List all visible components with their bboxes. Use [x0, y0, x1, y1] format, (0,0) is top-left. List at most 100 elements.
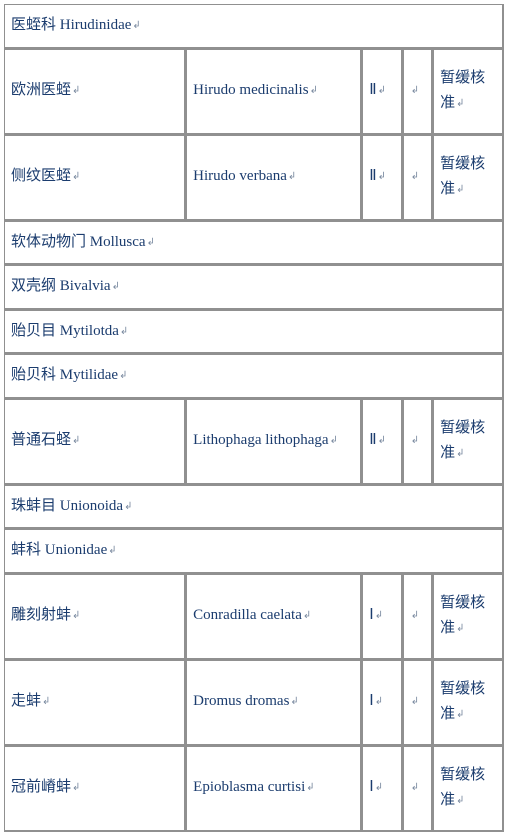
taxon-header-text: 蚌科 Unionidae	[11, 542, 107, 558]
table-row: 普通石蛏↲Lithophaga lithophaga↲Ⅱ↲↲暂缓核准↲	[4, 399, 504, 485]
level-cell: Ⅰ↲	[362, 574, 402, 660]
line-marker: ↲	[378, 435, 386, 446]
cn-name-cell: 走蚌↲	[4, 660, 186, 746]
level-text: Ⅱ	[369, 82, 376, 98]
table-row: 贻贝科 Mytilidae↲	[4, 354, 504, 399]
line-marker: ↲	[411, 171, 419, 182]
line-marker: ↲	[411, 610, 419, 621]
line-marker: ↲	[306, 782, 314, 793]
line-marker: ↲	[108, 545, 116, 556]
table-row: 医蛭科 Hirudinidae↲	[4, 4, 504, 49]
cn-name: 侧纹医蛭	[11, 168, 71, 184]
taxon-header-text: 珠蚌目 Unionoida	[11, 498, 123, 514]
table-row: 冠前嵴蚌↲Epioblasma curtisi↲Ⅰ↲↲暂缓核准↲	[4, 746, 504, 832]
level-cell: Ⅱ↲	[362, 135, 402, 221]
line-marker: ↲	[72, 435, 80, 446]
latin-name-cell: Epioblasma curtisi↲	[186, 746, 362, 832]
line-marker: ↲	[290, 696, 298, 707]
level-text: Ⅰ	[369, 693, 373, 709]
line-marker: ↲	[456, 795, 464, 806]
latin-name: Lithophaga lithophaga	[193, 432, 328, 448]
line-marker: ↲	[411, 696, 419, 707]
cn-name-cell: 冠前嵴蚌↲	[4, 746, 186, 832]
latin-name: Hirudo verbana	[193, 168, 287, 184]
table-row: 双壳纲 Bivalvia↲	[4, 265, 504, 310]
cn-name-cell: 侧纹医蛭↲	[4, 135, 186, 221]
cn-name: 雕刻射蚌	[11, 607, 71, 623]
cn-name: 冠前嵴蚌	[11, 779, 71, 795]
level-cell: Ⅰ↲	[362, 746, 402, 832]
taxon-header-text: 贻贝科 Mytilidae	[11, 367, 118, 383]
taxon-header-cell: 珠蚌目 Unionoida↲	[4, 485, 504, 530]
level-cell: Ⅱ↲	[362, 49, 402, 135]
level-text: Ⅰ	[369, 607, 373, 623]
taxon-header-cell: 蚌科 Unionidae↲	[4, 529, 504, 574]
line-marker: ↲	[72, 610, 80, 621]
taxon-header-cell: 双壳纲 Bivalvia↲	[4, 265, 504, 310]
blank-cell: ↲	[403, 574, 433, 660]
taxon-header-cell: 软体动物门 Mollusca↲	[4, 221, 504, 266]
latin-name-cell: Lithophaga lithophaga↲	[186, 399, 362, 485]
table-row: 珠蚌目 Unionoida↲	[4, 485, 504, 530]
line-marker: ↲	[456, 709, 464, 720]
taxon-header-cell: 贻贝目 Mytilotda↲	[4, 310, 504, 355]
blank-cell: ↲	[403, 746, 433, 832]
level-text: Ⅱ	[369, 168, 376, 184]
level-text: Ⅰ	[369, 779, 373, 795]
blank-cell: ↲	[403, 660, 433, 746]
latin-name-cell: Hirudo verbana↲	[186, 135, 362, 221]
line-marker: ↲	[378, 171, 386, 182]
status-cell: 暂缓核准↲	[433, 574, 504, 660]
status-cell: 暂缓核准↲	[433, 660, 504, 746]
line-marker: ↲	[72, 171, 80, 182]
level-cell: Ⅰ↲	[362, 660, 402, 746]
line-marker: ↲	[42, 696, 50, 707]
table-row: 蚌科 Unionidae↲	[4, 529, 504, 574]
cn-name-cell: 欧洲医蛭↲	[4, 49, 186, 135]
line-marker: ↲	[456, 98, 464, 109]
taxon-header-cell: 医蛭科 Hirudinidae↲	[4, 4, 504, 49]
level-cell: Ⅱ↲	[362, 399, 402, 485]
taxon-header-text: 贻贝目 Mytilotda	[11, 323, 119, 339]
line-marker: ↲	[375, 782, 383, 793]
taxon-header-text: 医蛭科 Hirudinidae	[11, 17, 131, 33]
line-marker: ↲	[310, 85, 318, 96]
line-marker: ↲	[72, 782, 80, 793]
latin-name: Epioblasma curtisi	[193, 779, 305, 795]
line-marker: ↲	[120, 326, 128, 337]
cn-name: 欧洲医蛭	[11, 82, 71, 98]
cn-name: 普通石蛏	[11, 432, 71, 448]
line-marker: ↲	[411, 435, 419, 446]
line-marker: ↲	[411, 782, 419, 793]
status-cell: 暂缓核准↲	[433, 135, 504, 221]
blank-cell: ↲	[403, 399, 433, 485]
blank-cell: ↲	[403, 49, 433, 135]
latin-name-cell: Conradilla caelata↲	[186, 574, 362, 660]
line-marker: ↲	[132, 20, 140, 31]
table-row: 侧纹医蛭↲Hirudo verbana↲Ⅱ↲↲暂缓核准↲	[4, 135, 504, 221]
taxon-header-text: 软体动物门 Mollusca	[11, 234, 146, 250]
line-marker: ↲	[303, 610, 311, 621]
line-marker: ↲	[411, 85, 419, 96]
line-marker: ↲	[330, 435, 338, 446]
cn-name: 走蚌	[11, 693, 41, 709]
line-marker: ↲	[456, 184, 464, 195]
taxon-header-cell: 贻贝科 Mytilidae↲	[4, 354, 504, 399]
line-marker: ↲	[147, 237, 155, 248]
latin-name-cell: Hirudo medicinalis↲	[186, 49, 362, 135]
table-row: 雕刻射蚌↲Conradilla caelata↲Ⅰ↲↲暂缓核准↲	[4, 574, 504, 660]
taxonomy-table: 医蛭科 Hirudinidae↲欧洲医蛭↲Hirudo medicinalis↲…	[4, 4, 504, 832]
line-marker: ↲	[456, 623, 464, 634]
status-cell: 暂缓核准↲	[433, 49, 504, 135]
status-cell: 暂缓核准↲	[433, 399, 504, 485]
table-row: 欧洲医蛭↲Hirudo medicinalis↲Ⅱ↲↲暂缓核准↲	[4, 49, 504, 135]
cn-name-cell: 雕刻射蚌↲	[4, 574, 186, 660]
table-row: 软体动物门 Mollusca↲	[4, 221, 504, 266]
latin-name: Hirudo medicinalis	[193, 82, 308, 98]
latin-name: Conradilla caelata	[193, 607, 302, 623]
line-marker: ↲	[119, 370, 127, 381]
taxon-header-text: 双壳纲 Bivalvia	[11, 278, 111, 294]
status-cell: 暂缓核准↲	[433, 746, 504, 832]
line-marker: ↲	[112, 281, 120, 292]
cn-name-cell: 普通石蛏↲	[4, 399, 186, 485]
